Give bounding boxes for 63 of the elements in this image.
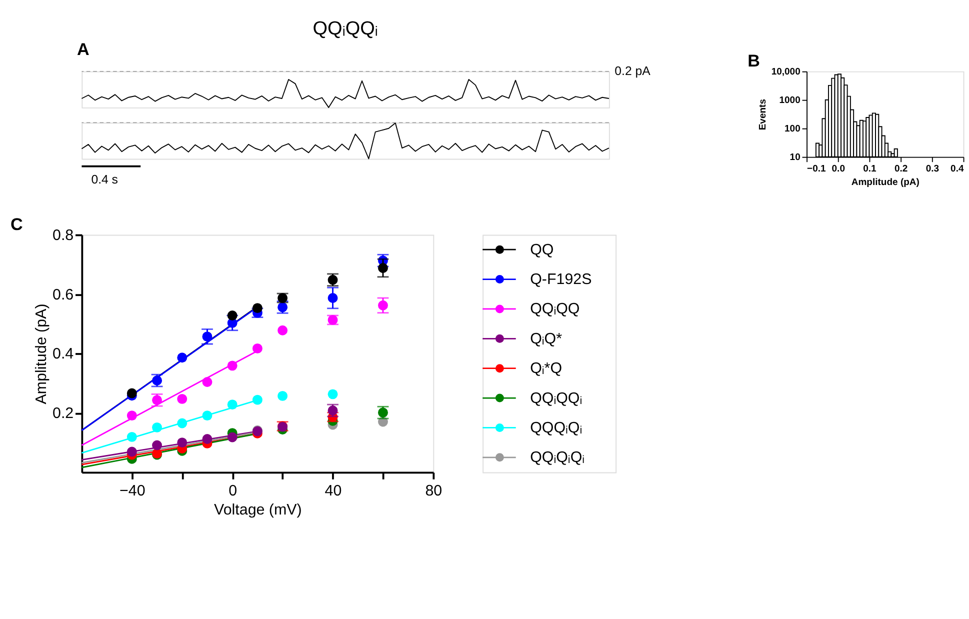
text: C — [10, 215, 23, 234]
point — [252, 394, 262, 405]
legend-label: Q-F192S — [530, 271, 592, 288]
legend-label: QQ — [530, 241, 554, 258]
x-tick-label: 80 — [425, 482, 442, 500]
y-axis-title: Amplitude (pA) — [32, 304, 50, 404]
point — [126, 388, 137, 398]
x-tick-label: −0.1 — [807, 164, 826, 175]
x-axis-title: Voltage (mV) — [214, 502, 302, 519]
point — [378, 263, 388, 273]
point — [177, 394, 188, 404]
point — [227, 400, 238, 410]
y-tick-label: 0.6 — [52, 286, 74, 304]
legend-label: Qᵢ*Q — [530, 360, 562, 378]
x-axis-title: Amplitude (pA) — [851, 176, 920, 188]
x-tick-label: −40 — [120, 482, 146, 500]
text: 0.4 s — [91, 172, 118, 186]
y-tick-label: 100 — [784, 124, 800, 135]
point — [152, 422, 162, 432]
legend-label: QQQᵢQᵢ — [530, 419, 582, 436]
legend-label: QQᵢQQ — [530, 300, 580, 318]
legend-label: QQᵢQQᵢ — [530, 390, 582, 407]
point — [252, 303, 262, 314]
legend-label: QᵢQ* — [530, 330, 562, 348]
legend-label: QQᵢQᵢQᵢ — [530, 449, 585, 466]
point — [202, 332, 212, 342]
point — [202, 410, 212, 421]
x-tick-label: 0.4 — [950, 164, 964, 175]
x-tick-label: 0.3 — [926, 164, 940, 175]
point — [126, 410, 137, 421]
point — [126, 446, 137, 457]
point — [152, 440, 162, 450]
point — [328, 293, 338, 303]
point — [202, 434, 212, 444]
point — [177, 418, 188, 428]
y-tick-label: 0.8 — [52, 226, 74, 244]
point — [227, 310, 238, 320]
x-tick-label: 40 — [324, 482, 342, 500]
point — [177, 438, 188, 448]
y-axis-title: Events — [758, 98, 769, 130]
y-tick-label: 10,000 — [771, 66, 800, 78]
y-tick-label: 10 — [790, 152, 800, 164]
point — [227, 432, 238, 442]
x-tick-label: 0 — [228, 482, 238, 500]
x-tick-label: 0.2 — [894, 164, 908, 175]
chart-title: QQᵢQQᵢ — [312, 18, 378, 40]
point — [378, 300, 388, 310]
point — [252, 343, 262, 354]
point — [202, 377, 212, 387]
point — [328, 389, 338, 400]
text: A — [76, 40, 90, 60]
point — [227, 360, 238, 371]
text: B — [748, 52, 760, 71]
ref-line-label: 0.2 pA — [614, 64, 652, 78]
point — [126, 432, 137, 442]
y-tick-label: 0.4 — [52, 346, 74, 363]
x-tick-label: 0.1 — [863, 164, 878, 175]
point — [177, 352, 188, 363]
y-tick-label: 1000 — [779, 95, 800, 106]
y-tick-label: 0.2 — [52, 405, 74, 422]
point — [278, 390, 288, 401]
point — [278, 325, 288, 336]
x-tick-label: 0.0 — [832, 164, 845, 175]
